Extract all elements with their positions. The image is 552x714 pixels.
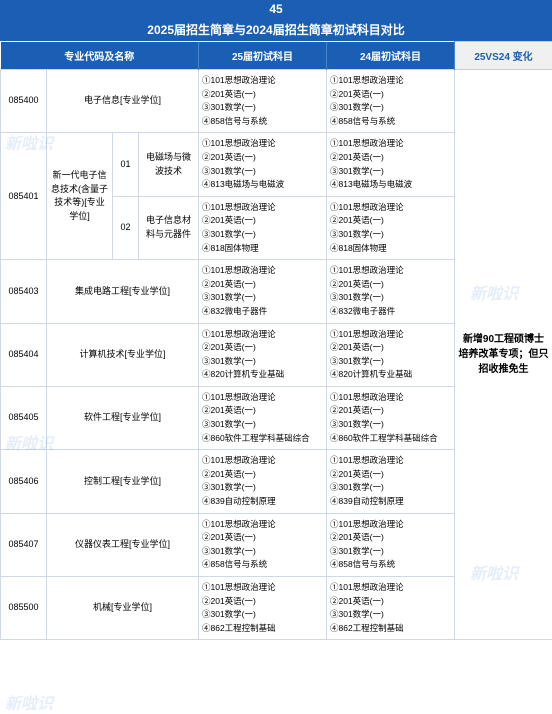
cell-y24: ①101思想政治理论②201英语(一)③301数学(一)④813电磁场与电磁波 — [327, 133, 455, 196]
cell-code: 085405 — [1, 386, 47, 449]
cell-name: 机械[专业学位] — [47, 577, 199, 640]
cell-y25: ①101思想政治理论②201英语(一)③301数学(一)④839自动控制原理 — [199, 450, 327, 513]
cell-subname: 电子信息材料与元器件 — [139, 196, 199, 259]
cell-subcode: 02 — [113, 196, 139, 259]
cell-y24: ①101思想政治理论②201英语(一)③301数学(一)④832微电子器件 — [327, 260, 455, 323]
cell-code: 085407 — [1, 513, 47, 576]
cell-subcode: 01 — [113, 133, 139, 196]
cell-y24: ①101思想政治理论②201英语(一)③301数学(一)④839自动控制原理 — [327, 450, 455, 513]
cell-y25: ①101思想政治理论②201英语(一)③301数学(一)④818固体物理 — [199, 196, 327, 259]
cell-name: 电子信息[专业学位] — [47, 70, 199, 133]
cell-y25: ①101思想政治理论②201英语(一)③301数学(一)④860软件工程学科基础… — [199, 386, 327, 449]
cell-name: 新一代电子信息技术(含量子技术等)[专业学位] — [47, 133, 113, 260]
cell-y24: ①101思想政治理论②201英语(一)③301数学(一)④820计算机专业基础 — [327, 323, 455, 386]
table-header-row: 专业代码及名称 25届初试科目 24届初试科目 25VS24 变化 — [1, 42, 552, 70]
cell-subname: 电磁场与微波技术 — [139, 133, 199, 196]
comparison-table: 专业代码及名称 25届初试科目 24届初试科目 25VS24 变化 085400… — [0, 41, 552, 640]
cell-y25: ①101思想政治理论②201英语(一)③301数学(一)④813电磁场与电磁波 — [199, 133, 327, 196]
cell-code: 085500 — [1, 577, 47, 640]
watermark: 新啦识 — [5, 690, 53, 714]
cell-code: 085400 — [1, 70, 47, 133]
table-row: 085400电子信息[专业学位]①101思想政治理论②201英语(一)③301数… — [1, 70, 552, 133]
cell-y24: ①101思想政治理论②201英语(一)③301数学(一)④858信号与系统 — [327, 70, 455, 133]
cell-name: 仪器仪表工程[专业学位] — [47, 513, 199, 576]
cell-name: 控制工程[专业学位] — [47, 450, 199, 513]
cell-y25: ①101思想政治理论②201英语(一)③301数学(一)④862工程控制基础 — [199, 577, 327, 640]
cell-y24: ①101思想政治理论②201英语(一)③301数学(一)④860软件工程学科基础… — [327, 386, 455, 449]
cell-y25: ①101思想政治理论②201英语(一)③301数学(一)④858信号与系统 — [199, 70, 327, 133]
cell-name: 软件工程[专业学位] — [47, 386, 199, 449]
cell-y25: ①101思想政治理论②201英语(一)③301数学(一)④832微电子器件 — [199, 260, 327, 323]
header-change: 25VS24 变化 — [455, 42, 552, 70]
cell-change: 新增90工程硕博士培养改革专项；但只招收推免生 — [455, 70, 552, 640]
page-number: 45 — [0, 0, 552, 18]
cell-y25: ①101思想政治理论②201英语(一)③301数学(一)④858信号与系统 — [199, 513, 327, 576]
cell-y25: ①101思想政治理论②201英语(一)③301数学(一)④820计算机专业基础 — [199, 323, 327, 386]
cell-code: 085403 — [1, 260, 47, 323]
header-y25: 25届初试科目 — [199, 42, 327, 70]
cell-y24: ①101思想政治理论②201英语(一)③301数学(一)④858信号与系统 — [327, 513, 455, 576]
page-title: 2025届招生简章与2024届招生简章初试科目对比 — [0, 18, 552, 41]
cell-code: 085401 — [1, 133, 47, 260]
header-y24: 24届初试科目 — [327, 42, 455, 70]
cell-name: 计算机技术[专业学位] — [47, 323, 199, 386]
header-code: 专业代码及名称 — [1, 42, 199, 70]
cell-y24: ①101思想政治理论②201英语(一)③301数学(一)④862工程控制基础 — [327, 577, 455, 640]
cell-y24: ①101思想政治理论②201英语(一)③301数学(一)④818固体物理 — [327, 196, 455, 259]
cell-code: 085404 — [1, 323, 47, 386]
cell-code: 085406 — [1, 450, 47, 513]
cell-name: 集成电路工程[专业学位] — [47, 260, 199, 323]
